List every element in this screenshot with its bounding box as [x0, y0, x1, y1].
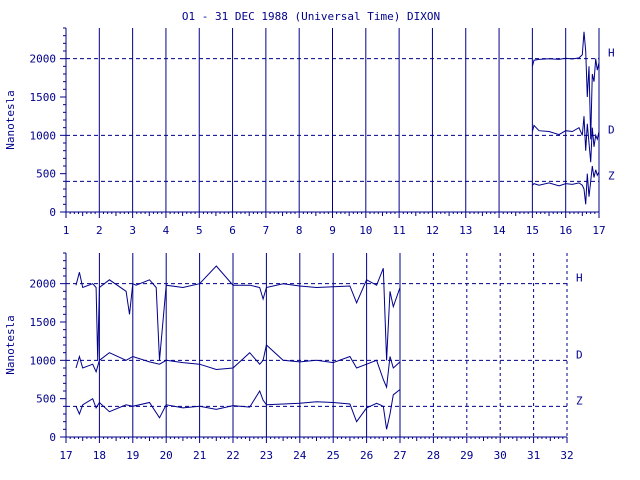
x-tick-label: 6 [229, 224, 236, 237]
y-axis-label: Nanotesla [4, 90, 17, 150]
x-tick-label: 25 [327, 449, 340, 462]
x-tick-label: 32 [560, 449, 573, 462]
x-tick-label: 17 [59, 449, 72, 462]
x-tick-label: 12 [426, 224, 439, 237]
x-tick-label: 21 [193, 449, 206, 462]
series-z [75, 389, 401, 430]
y-tick-label: 2000 [30, 53, 57, 66]
x-tick-label: 31 [527, 449, 540, 462]
series-h [75, 265, 401, 361]
component-label-h: H [576, 272, 583, 285]
y-tick-label: 1000 [30, 354, 57, 367]
y-axis-label: Nanotesla [4, 315, 17, 375]
x-tick-label: 17 [592, 224, 605, 237]
x-tick-label: 15 [526, 224, 539, 237]
y-tick-label: 0 [49, 431, 56, 444]
y-tick-label: 1500 [30, 91, 57, 104]
panel-bottom: 17 18 19 20 21 22 23 24 25 26 27 28 29 30 31 32 0 500 1000… [4, 252, 583, 462]
x-tick-label: 26 [360, 449, 373, 462]
component-label-h: H [608, 47, 615, 60]
x-tick-label: 7 [263, 224, 270, 237]
series-h [531, 31, 600, 140]
x-tick-label: 22 [226, 449, 239, 462]
x-tick-label: 23 [260, 449, 273, 462]
y-tick-label: 2000 [30, 278, 57, 291]
series-z [532, 165, 600, 205]
x-tick-label: 5 [196, 224, 203, 237]
x-tick-label: 4 [163, 224, 170, 237]
x-tick-label: 29 [460, 449, 473, 462]
chart-title: O1 - 31 DEC 1988 (Universal Time) DIXON [182, 10, 440, 23]
x-tick-label: 16 [559, 224, 572, 237]
component-label-d: D [576, 348, 583, 361]
x-tick-label: 10 [359, 224, 372, 237]
y-tick-label: 1500 [30, 316, 57, 329]
x-tick-label: 2 [96, 224, 103, 237]
y-tick-label: 0 [49, 206, 56, 219]
x-tick-label: 27 [393, 449, 406, 462]
x-tick-label: 24 [293, 449, 307, 462]
x-tick-label: 9 [329, 224, 336, 237]
panel-top: 1 2 3 4 5 6 7 8 9 10 11 12 13 14 15 16 17050010001500200… [4, 27, 615, 237]
series-d [75, 344, 401, 390]
x-tick-label: 3 [129, 224, 136, 237]
component-label-z: Z [576, 394, 583, 407]
x-tick-label: 28 [427, 449, 440, 462]
x-tick-label: 13 [459, 224, 472, 237]
component-label-z: Z [608, 169, 615, 182]
x-tick-label: 14 [492, 224, 506, 237]
y-tick-label: 500 [36, 168, 56, 181]
x-tick-label: 11 [393, 224, 406, 237]
x-tick-label: 19 [126, 449, 139, 462]
y-tick-label: 500 [36, 393, 56, 406]
x-tick-label: 30 [494, 449, 507, 462]
x-tick-label: 1 [63, 224, 70, 237]
y-tick-label: 1000 [30, 129, 57, 142]
x-tick-label: 20 [160, 449, 173, 462]
x-tick-label: 8 [296, 224, 303, 237]
x-tick-label: 18 [93, 449, 106, 462]
series-d [531, 116, 600, 163]
component-label-d: D [608, 123, 615, 136]
